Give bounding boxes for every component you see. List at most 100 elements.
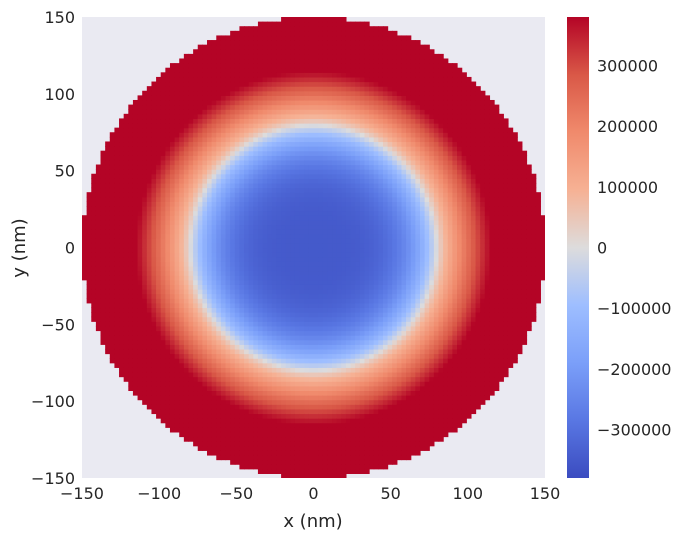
heatmap-cell <box>146 284 153 290</box>
heatmap-cell <box>257 293 264 299</box>
heatmap-cell <box>225 408 231 415</box>
heatmap-cell <box>290 431 296 438</box>
heatmap-cell <box>341 242 347 249</box>
heatmap-cell <box>142 390 148 396</box>
heatmap-cell <box>359 265 366 272</box>
heatmap-cell <box>322 99 328 106</box>
heatmap-cell <box>248 201 254 207</box>
heatmap-cell <box>341 210 347 216</box>
heatmap-cell <box>165 136 171 143</box>
heatmap-cell <box>234 76 241 83</box>
heatmap-cell <box>244 90 250 96</box>
heatmap-cell <box>239 436 245 442</box>
heatmap-cell <box>345 53 352 60</box>
heatmap-cell <box>193 358 199 364</box>
heatmap-cell <box>230 413 236 419</box>
heatmap-cell <box>248 67 254 73</box>
heatmap-cell <box>234 279 241 285</box>
heatmap-cell <box>105 215 111 221</box>
heatmap-cell <box>225 173 231 179</box>
heatmap-cell <box>179 90 185 96</box>
heatmap-cell <box>142 252 148 258</box>
heatmap-cell <box>257 450 264 456</box>
heatmap-cell <box>327 459 333 465</box>
heatmap-cell <box>183 127 190 133</box>
heatmap-cell <box>322 118 328 124</box>
heatmap-cell <box>244 164 250 170</box>
heatmap-cell <box>313 395 319 401</box>
heatmap-cell <box>197 169 203 175</box>
heatmap-cell <box>230 150 236 156</box>
heatmap-cell <box>350 302 356 309</box>
heatmap-cell <box>308 325 315 332</box>
heatmap-cell <box>202 192 208 198</box>
heatmap-cell <box>234 178 241 184</box>
heatmap-cell <box>350 215 356 221</box>
heatmap-cell <box>156 348 162 355</box>
heatmap-cell <box>137 196 143 202</box>
heatmap-cell <box>183 109 190 115</box>
heatmap-cell <box>332 210 338 216</box>
heatmap-cell <box>142 109 148 115</box>
heatmap-cell <box>230 215 236 221</box>
heatmap-cell <box>165 385 171 392</box>
heatmap-cell <box>262 261 268 267</box>
heatmap-cell <box>137 385 143 392</box>
heatmap-cell <box>100 159 106 166</box>
heatmap-cell <box>294 136 301 143</box>
heatmap-cell <box>290 44 296 50</box>
heatmap-cell <box>355 109 361 115</box>
heatmap-cell <box>216 436 222 442</box>
heatmap-cell <box>234 58 241 64</box>
heatmap-cell <box>197 173 203 179</box>
heatmap-cell <box>290 298 296 304</box>
heatmap-cell <box>244 298 250 304</box>
heatmap-cell <box>225 293 231 299</box>
heatmap-cell <box>188 325 194 332</box>
heatmap-cell <box>276 164 282 170</box>
heatmap-cell <box>188 238 194 244</box>
heatmap-cell <box>179 404 185 410</box>
heatmap-cell <box>294 238 301 244</box>
heatmap-cell <box>239 450 245 456</box>
heatmap-cell <box>276 90 282 96</box>
heatmap-cell <box>160 187 166 193</box>
heatmap-cell <box>188 316 194 322</box>
heatmap-cell <box>188 242 194 249</box>
heatmap-cell <box>322 316 328 322</box>
heatmap-cell <box>294 252 301 258</box>
heatmap-cell <box>304 229 310 235</box>
heatmap-cell <box>350 427 356 433</box>
heatmap-cell <box>285 164 291 170</box>
heatmap-cell <box>281 473 287 478</box>
heatmap-cell <box>336 95 342 101</box>
heatmap-cell <box>294 164 301 170</box>
heatmap-cell <box>225 339 231 345</box>
heatmap-cell <box>318 90 324 96</box>
heatmap-cell <box>183 53 190 60</box>
heatmap-cell <box>350 316 356 322</box>
heatmap-cell <box>313 104 319 110</box>
heatmap-cell <box>179 63 185 69</box>
heatmap-cell <box>304 261 310 267</box>
heatmap-cell <box>267 358 273 364</box>
heatmap-cell <box>244 242 250 249</box>
heatmap-cell <box>197 339 203 345</box>
heatmap-cell <box>341 385 347 392</box>
heatmap-cell <box>202 413 208 419</box>
heatmap-cell <box>308 279 315 285</box>
heatmap-cell <box>359 270 366 276</box>
heatmap-cell <box>123 275 129 281</box>
heatmap-cell <box>355 206 361 212</box>
heatmap-cell <box>304 21 310 27</box>
heatmap-cell <box>299 371 305 378</box>
heatmap-cell <box>142 127 148 133</box>
heatmap-cell <box>207 390 213 396</box>
heatmap-cell <box>220 72 227 78</box>
heatmap-cell <box>341 275 347 281</box>
heatmap-cell <box>345 196 352 202</box>
heatmap-cell <box>142 118 148 124</box>
heatmap-cell <box>304 118 310 124</box>
heatmap-cell <box>132 187 139 193</box>
heatmap-cell <box>350 441 356 447</box>
